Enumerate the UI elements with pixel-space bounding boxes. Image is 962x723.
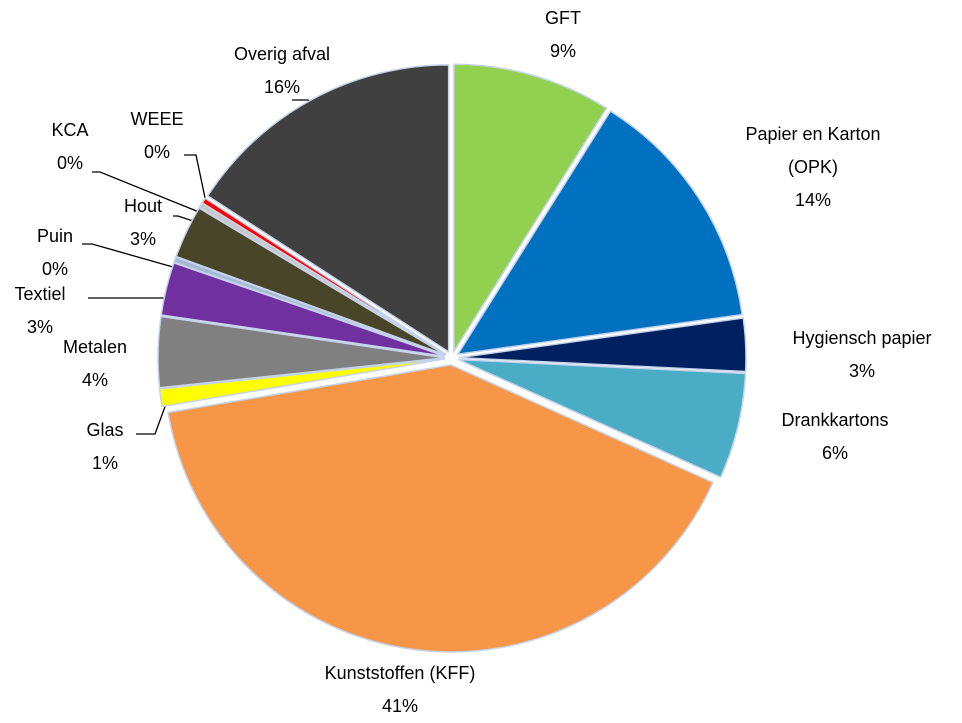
value-label: 3% <box>848 361 876 381</box>
pie-slice <box>458 317 747 373</box>
leader-line <box>184 154 209 213</box>
slice-label: Metalen 4% <box>63 331 127 397</box>
value-label: 3% <box>129 229 156 249</box>
slice-label: GFT 9% <box>545 2 581 68</box>
pie-slice <box>157 315 446 389</box>
value-label: 4% <box>81 370 109 390</box>
leader-line <box>173 215 197 223</box>
slice-label: Hout 3% <box>124 190 162 256</box>
slice-label: Kunststoffen (KFF) 41% <box>325 657 476 723</box>
value-label: 9% <box>549 41 576 61</box>
pie-slice <box>201 197 447 355</box>
slice-label: Drankkartons 6% <box>781 404 888 470</box>
slice-label: Papier en Karton (OPK) 14% <box>723 118 903 217</box>
value-label: 1% <box>91 453 119 473</box>
slice-label: Puin 0% <box>37 220 73 286</box>
category-name: Metalen <box>62 337 128 357</box>
slice-label: Textiel 3% <box>14 278 65 344</box>
leader-line <box>92 171 205 215</box>
category-name: Puin <box>36 226 74 246</box>
category-name: Papier en Karton (OPK) <box>745 124 881 177</box>
slice-label: WEEE 0% <box>130 103 183 169</box>
slice-label: Glas 1% <box>86 414 123 480</box>
value-label: 41% <box>381 696 419 716</box>
leader-line <box>82 243 181 270</box>
leader-line <box>136 403 167 435</box>
category-name: Drankkartons <box>781 410 889 430</box>
value-label: 3% <box>26 317 53 337</box>
value-label: 14% <box>794 190 832 210</box>
category-name: Textiel <box>14 284 66 304</box>
category-name: WEEE <box>130 109 184 129</box>
value-label: 0% <box>41 259 68 279</box>
leader-lines <box>82 99 319 435</box>
pie-slice <box>167 364 714 653</box>
slice-label: KCA 0% <box>51 114 88 180</box>
pie-slice <box>458 358 747 479</box>
category-name: KCA <box>51 120 89 140</box>
slice-label: Hygiensch papier 3% <box>792 322 931 388</box>
pie-slice <box>158 358 446 408</box>
pie-slice <box>206 64 450 354</box>
category-name: GFT <box>545 8 581 28</box>
category-name: Hout <box>123 196 163 216</box>
value-label: 16% <box>263 77 301 97</box>
value-label: 0% <box>143 142 171 162</box>
category-name: Glas <box>86 420 124 440</box>
pie-slice <box>456 110 743 356</box>
category-name: Overig afval <box>233 44 331 64</box>
value-label: 0% <box>56 153 84 173</box>
slice-label: Overig afval 16% <box>234 38 330 104</box>
category-name: Hygiensch papier <box>792 328 932 348</box>
pie-slice <box>453 63 608 354</box>
value-label: 6% <box>821 443 849 463</box>
category-name: Kunststoffen (KFF) <box>324 663 476 683</box>
